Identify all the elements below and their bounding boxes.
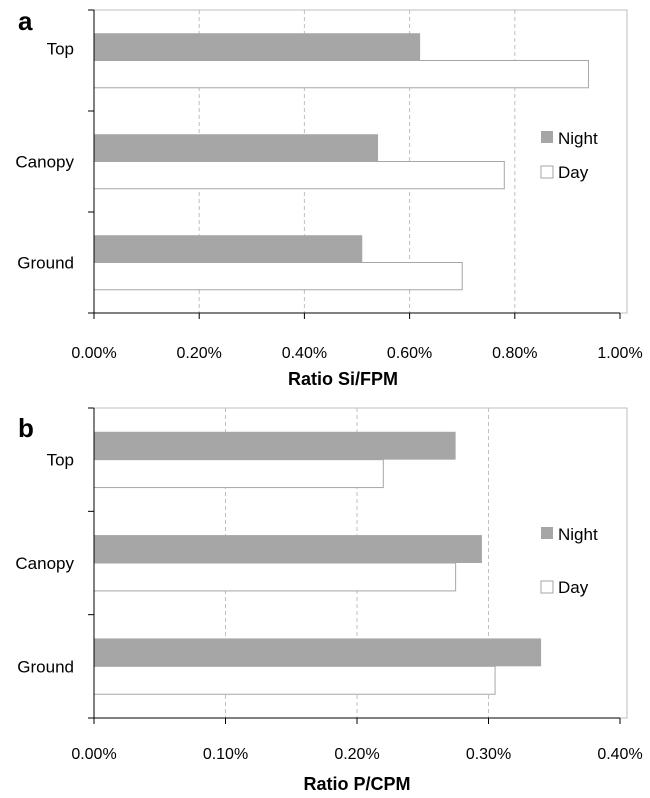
category-label-a-ground: Ground [17, 254, 74, 273]
category-label-b-top: Top [47, 451, 74, 470]
bar-b-day-canopy [93, 562, 457, 592]
panel-letter-b: b [18, 413, 34, 443]
legend-label-night-b: Night [558, 525, 598, 544]
legend-swatch-night-b [541, 527, 553, 539]
x-tick-label-b-0: 0.00% [71, 746, 116, 763]
bar-b-night-top [94, 431, 456, 460]
y-tick-marks-b [88, 407, 94, 719]
bars-a [93, 33, 589, 291]
bar-b-day-top [93, 459, 384, 489]
legend-label-day-a: Day [558, 163, 589, 182]
legend-label-day-b: Day [558, 578, 589, 597]
legend-label-night-a: Night [558, 129, 598, 148]
bar-a-day-ground [93, 262, 463, 291]
bar-a-night-ground [94, 235, 363, 263]
x-axis-title-b: Ratio P/CPM [303, 774, 410, 794]
category-label-b-canopy: Canopy [15, 554, 74, 573]
bar-b-day-ground [93, 665, 496, 695]
legend-swatch-day-a [540, 165, 554, 179]
x-tick-label-a-3: 0.60% [387, 345, 432, 362]
bar-a-night-top [94, 33, 421, 61]
category-labels-b: Top Canopy Ground [15, 451, 74, 677]
legend-a: Night Day [540, 129, 598, 182]
x-tick-label-a-4: 0.80% [492, 345, 537, 362]
x-tick-label-b-4: 0.40% [597, 746, 642, 763]
bar-b-night-ground [94, 638, 542, 667]
x-tick-label-a-1: 0.20% [177, 345, 222, 362]
x-tick-marks-b [93, 718, 621, 724]
category-label-a-canopy: Canopy [15, 153, 74, 172]
x-tick-labels-b: 0.00% 0.10% 0.20% 0.30% 0.40% [71, 746, 642, 763]
panel-letter-a: a [18, 6, 33, 36]
x-tick-label-b-3: 0.30% [466, 746, 511, 763]
category-labels-a: Top Canopy Ground [15, 40, 74, 273]
legend-swatch-night-a [541, 131, 553, 143]
bars-b [93, 431, 542, 695]
x-tick-label-b-1: 0.10% [203, 746, 248, 763]
x-tick-label-b-2: 0.20% [334, 746, 379, 763]
bar-a-day-canopy [93, 161, 505, 190]
x-tick-label-a-0: 0.00% [71, 345, 116, 362]
bar-a-night-canopy [94, 134, 379, 162]
category-label-b-ground: Ground [17, 657, 74, 676]
legend-b: Night Day [540, 525, 598, 597]
category-label-a-top: Top [47, 40, 74, 59]
x-tick-label-a-5: 1.00% [597, 345, 642, 362]
x-axis-title-a: Ratio Si/FPM [288, 369, 398, 389]
x-tick-labels-a: 0.00% 0.20% 0.40% 0.60% 0.80% 1.00% [71, 345, 642, 362]
y-tick-marks-a [88, 9, 94, 314]
x-tick-marks-a [93, 313, 621, 319]
x-tick-label-a-2: 0.40% [282, 345, 327, 362]
bar-b-night-canopy [94, 535, 482, 563]
legend-swatch-day-b [540, 580, 554, 594]
bar-a-day-top [93, 60, 589, 89]
